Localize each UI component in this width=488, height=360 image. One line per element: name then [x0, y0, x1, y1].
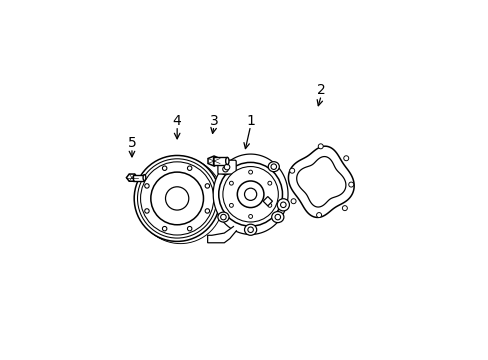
Circle shape [348, 182, 353, 187]
Circle shape [187, 166, 191, 170]
Circle shape [248, 215, 252, 219]
Circle shape [280, 202, 285, 208]
Polygon shape [296, 157, 345, 207]
Circle shape [220, 214, 226, 220]
Text: 2: 2 [316, 83, 325, 97]
Text: 3: 3 [209, 114, 218, 128]
Polygon shape [133, 175, 144, 181]
Polygon shape [288, 146, 353, 217]
Circle shape [134, 156, 220, 242]
Circle shape [270, 164, 276, 170]
Circle shape [267, 181, 271, 185]
Circle shape [343, 156, 348, 161]
Polygon shape [207, 156, 220, 166]
Circle shape [162, 226, 166, 231]
Circle shape [342, 206, 346, 211]
Polygon shape [213, 154, 287, 234]
Circle shape [229, 203, 233, 207]
Circle shape [187, 226, 191, 231]
Circle shape [290, 199, 295, 204]
Circle shape [223, 167, 278, 222]
Circle shape [150, 172, 203, 225]
Circle shape [162, 166, 166, 170]
Circle shape [277, 199, 289, 211]
Circle shape [224, 164, 229, 170]
Circle shape [248, 170, 252, 174]
Circle shape [229, 181, 233, 185]
Circle shape [237, 181, 264, 208]
Circle shape [144, 209, 149, 213]
Text: 1: 1 [245, 114, 255, 128]
Ellipse shape [225, 157, 228, 165]
Ellipse shape [143, 175, 145, 181]
Circle shape [267, 203, 271, 207]
Polygon shape [126, 174, 137, 181]
Circle shape [274, 214, 280, 220]
Circle shape [165, 187, 188, 210]
Circle shape [205, 184, 209, 188]
Circle shape [244, 188, 256, 201]
Circle shape [137, 158, 223, 244]
Ellipse shape [271, 212, 284, 222]
Polygon shape [207, 226, 236, 243]
Circle shape [316, 212, 321, 217]
FancyBboxPatch shape [218, 160, 236, 174]
Circle shape [218, 162, 282, 226]
Circle shape [318, 144, 323, 149]
Polygon shape [212, 157, 227, 165]
Circle shape [136, 157, 222, 243]
Ellipse shape [218, 212, 228, 222]
Polygon shape [263, 197, 272, 206]
Circle shape [247, 227, 253, 233]
Circle shape [205, 209, 209, 213]
Ellipse shape [244, 224, 256, 235]
Circle shape [289, 168, 294, 173]
Circle shape [223, 166, 228, 172]
Circle shape [144, 184, 149, 188]
Ellipse shape [219, 164, 231, 175]
Ellipse shape [268, 162, 279, 172]
Text: 5: 5 [127, 136, 136, 150]
Text: 4: 4 [172, 114, 181, 128]
